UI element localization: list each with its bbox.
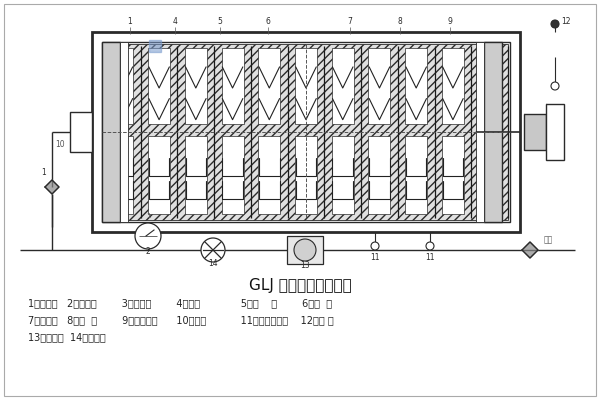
Circle shape (551, 20, 559, 28)
Text: 10: 10 (55, 140, 65, 149)
Circle shape (426, 242, 434, 250)
Bar (185, 48, 207, 124)
Bar (102, 42, 510, 222)
Circle shape (294, 239, 316, 261)
Bar (102, 42, 120, 222)
Text: 2: 2 (146, 247, 151, 256)
Text: 13: 13 (300, 261, 310, 270)
Bar (112, 48, 133, 124)
Bar (70, 112, 92, 152)
Bar (258, 48, 280, 124)
Text: 1: 1 (41, 168, 46, 177)
Bar (332, 136, 354, 214)
Bar (92, 32, 520, 232)
Bar (479, 136, 500, 214)
Text: 11: 11 (370, 253, 380, 262)
Bar (221, 136, 244, 214)
Text: 13、被滤器  14、排油泵: 13、被滤器 14、排油泵 (28, 332, 106, 342)
Bar (104, 44, 508, 220)
Text: 入口: 入口 (544, 235, 553, 244)
Text: 11: 11 (425, 253, 435, 262)
Bar (287, 236, 323, 264)
Bar (185, 136, 207, 214)
Bar (442, 136, 464, 214)
Bar (368, 48, 391, 124)
Text: 9: 9 (448, 17, 452, 26)
Text: 14: 14 (208, 259, 218, 268)
Bar (368, 136, 391, 214)
Text: 6: 6 (266, 17, 271, 26)
Circle shape (135, 223, 161, 249)
Bar (332, 48, 354, 124)
Bar (442, 48, 464, 124)
Circle shape (371, 242, 379, 250)
Bar (405, 48, 427, 124)
Circle shape (551, 82, 559, 90)
Circle shape (201, 238, 225, 262)
Bar (221, 48, 244, 124)
Polygon shape (522, 242, 538, 258)
Text: 5: 5 (218, 17, 223, 26)
Text: 7: 7 (347, 17, 352, 26)
Text: 12: 12 (561, 18, 571, 26)
Bar (479, 48, 500, 124)
Text: 1: 1 (128, 17, 133, 26)
Bar (148, 48, 170, 124)
Text: 1、管接头   2、压力表        3、止推板        4、滤纸             5、滤    板        6、滤  框: 1、管接头 2、压力表 3、止推板 4、滤纸 5、滤 板 6、滤 框 (28, 298, 332, 308)
Bar (120, 42, 128, 222)
Bar (476, 42, 484, 222)
Bar (258, 136, 280, 214)
Bar (484, 42, 502, 222)
Text: GLJ 过滤机工作示意图: GLJ 过滤机工作示意图 (248, 278, 352, 293)
Bar (405, 136, 427, 214)
Bar (524, 114, 546, 150)
Text: 4: 4 (173, 17, 178, 26)
Bar (546, 104, 564, 160)
Text: 1: 1 (146, 213, 150, 219)
Bar (148, 136, 170, 214)
Polygon shape (45, 180, 59, 194)
Text: 8: 8 (398, 17, 403, 26)
Bar (112, 136, 133, 214)
Bar (295, 136, 317, 214)
Bar (295, 48, 317, 124)
Text: 7、压紧板   8、支  架        9、压紧螺杆      10、手把           11、入口管接头    12、浮 筒: 7、压紧板 8、支 架 9、压紧螺杆 10、手把 11、入口管接头 12、浮 筒 (28, 315, 334, 325)
